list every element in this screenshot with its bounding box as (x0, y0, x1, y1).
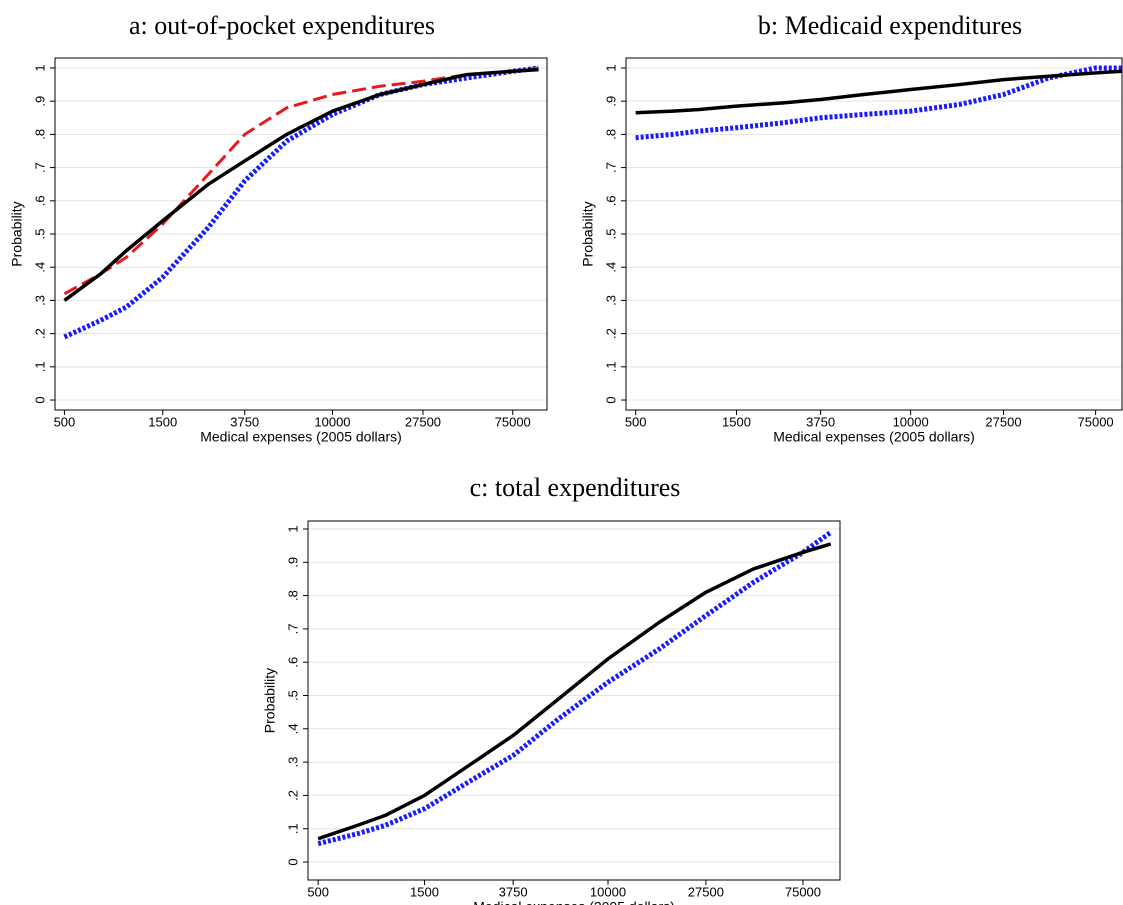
y-tick-label: .3 (603, 295, 618, 306)
y-tick-label: .1 (32, 361, 47, 372)
panel: c: total expenditures 0 .1 .2 .3 .4 .5 .6 .7 .8 .9… (262, 473, 841, 905)
y-tick-label: .8 (603, 129, 618, 140)
y-tick-label: .2 (32, 328, 47, 339)
x-axis-label: Medical expenses (2005 dollars) (200, 429, 402, 445)
series-line (63, 65, 539, 340)
x-axis-label: Medical expenses (2005 dollars) (773, 429, 975, 445)
y-tick-label: .9 (603, 96, 618, 107)
y-tick-label: .6 (603, 195, 618, 206)
y-tick-label: .7 (603, 162, 618, 173)
x-tick-label: 10000 (590, 884, 626, 899)
series-line (317, 530, 833, 847)
series-line (63, 67, 539, 302)
plot-frame (307, 520, 841, 881)
y-tick-label: .3 (285, 757, 300, 768)
x-tick-label: 1500 (148, 414, 177, 429)
y-axis-label: Probability (580, 201, 596, 266)
y-tick-label: .8 (285, 590, 300, 601)
series-line (63, 66, 539, 296)
y-tick-label: .6 (32, 195, 47, 206)
x-tick-label: 27500 (985, 414, 1021, 429)
y-tick-label: .9 (32, 96, 47, 107)
chart-title: c: total expenditures (470, 473, 681, 502)
x-tick-label: 500 (54, 414, 76, 429)
x-tick-label: 75000 (785, 884, 821, 899)
y-tick-label: 0 (32, 396, 47, 403)
x-tick-label: 1500 (722, 414, 751, 429)
y-tick-label: .2 (285, 790, 300, 801)
chart-title: b: Medicaid expenditures (758, 11, 1022, 40)
y-tick-label: .9 (285, 557, 300, 568)
y-tick-label: .8 (32, 129, 47, 140)
x-tick-label: 75000 (495, 414, 531, 429)
y-tick-label: .3 (32, 295, 47, 306)
series-line (635, 69, 1123, 115)
x-tick-label: 27500 (688, 884, 724, 899)
y-tick-label: .6 (285, 657, 300, 668)
plot-frame (625, 57, 1123, 411)
y-tick-label: .4 (32, 262, 47, 273)
plot-frame (54, 57, 548, 411)
y-tick-label: .7 (32, 162, 47, 173)
panel: a: out-of-pocket expenditures 0 .1 .2 .3 .4 .5… (9, 11, 548, 445)
y-axis-label: Probability (9, 201, 25, 266)
y-tick-label: 1 (285, 525, 300, 532)
y-tick-label: .5 (32, 229, 47, 240)
series-line (317, 542, 832, 841)
x-tick-label: 500 (307, 884, 329, 899)
x-axis-label: Medical expenses (2005 dollars) (473, 899, 675, 905)
x-tick-label: 3750 (230, 414, 259, 429)
y-tick-label: .5 (603, 229, 618, 240)
y-tick-label: .7 (285, 623, 300, 634)
x-tick-label: 1500 (410, 884, 439, 899)
y-tick-label: .1 (285, 823, 300, 834)
y-tick-label: 0 (285, 858, 300, 865)
chart-title: a: out-of-pocket expenditures (129, 11, 435, 40)
x-tick-label: 3750 (499, 884, 528, 899)
x-tick-label: 10000 (314, 414, 350, 429)
y-tick-label: .4 (603, 262, 618, 273)
y-tick-label: 1 (603, 64, 618, 71)
x-tick-label: 27500 (405, 414, 441, 429)
y-tick-label: .4 (285, 723, 300, 734)
x-tick-label: 75000 (1078, 414, 1114, 429)
y-tick-label: 1 (32, 64, 47, 71)
x-tick-label: 10000 (893, 414, 929, 429)
x-tick-label: 500 (625, 414, 647, 429)
panel: b: Medicaid expenditures 0 .1 .2 .3 .4 .5 .6 .7.… (580, 11, 1123, 445)
y-tick-label: .5 (285, 690, 300, 701)
y-axis-label: Probability (262, 668, 278, 733)
y-tick-label: .1 (603, 361, 618, 372)
y-tick-label: .2 (603, 328, 618, 339)
x-tick-label: 3750 (806, 414, 835, 429)
y-tick-label: 0 (603, 396, 618, 403)
